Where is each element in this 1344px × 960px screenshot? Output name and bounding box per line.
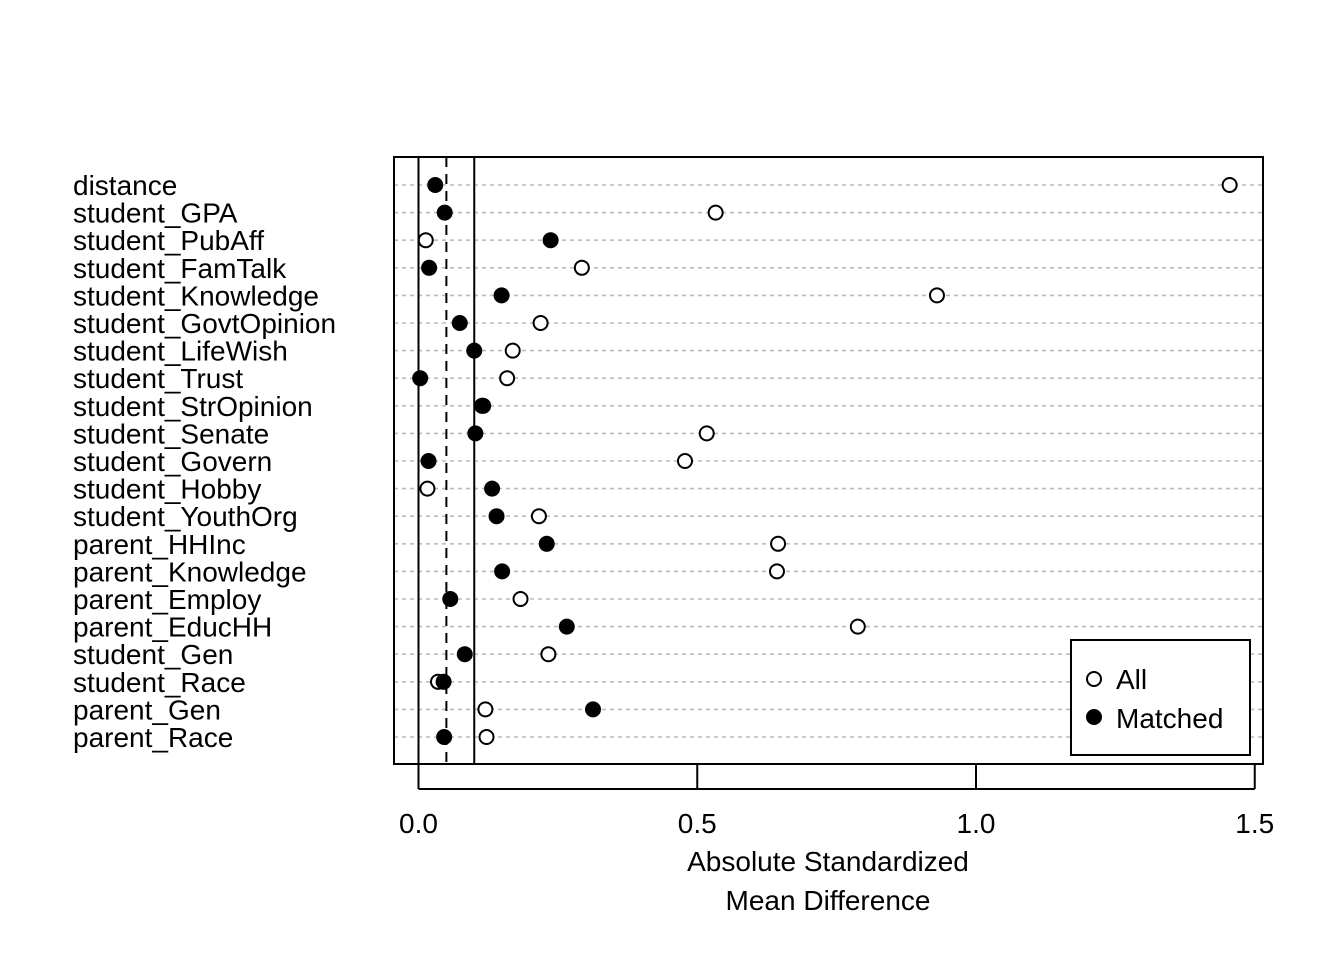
point-matched [542,232,559,249]
point-matched [412,370,429,387]
point-all [698,425,715,442]
x-tick-label: 0.0 [399,808,438,839]
legend-label-matched: Matched [1116,703,1223,734]
variable-label: parent_Employ [73,584,261,615]
point-matched [558,618,575,635]
point-matched [484,480,501,497]
variable-label: student_Race [73,667,246,698]
point-all [573,259,590,276]
point-matched [451,315,468,331]
variable-label: student_GPA [73,198,238,229]
variable-labels: distancestudent_GPAstudent_PubAffstudent… [73,170,336,753]
point-all [504,342,521,359]
point-all [1221,177,1238,193]
x-axis: 0.0 0.5 1.0 1.5 [399,764,1274,839]
x-axis-label-line2: Mean Difference [726,885,931,916]
x-tick-label: 0.5 [678,808,717,839]
variable-label: student_Gen [73,639,233,670]
variable-label: student_Trust [73,363,243,394]
variable-label: student_FamTalk [73,253,287,284]
point-all [928,287,945,304]
point-all [499,370,516,387]
legend-label-all: All [1116,664,1147,695]
point-all [770,535,787,552]
point-all [849,618,866,635]
grid-lines [394,184,1263,738]
point-all [532,315,549,331]
variable-label: student_Knowledge [73,280,319,311]
variable-label: parent_Knowledge [73,556,307,587]
point-matched [475,397,492,414]
point-matched [421,259,438,276]
point-matched [467,425,484,442]
variable-label: distance [73,170,177,201]
legend-box [1070,639,1251,756]
variable-label: parent_EducHH [73,612,272,643]
point-matched [488,508,505,525]
variable-label: student_Senate [73,418,269,449]
point-matched [538,535,555,552]
variable-label: student_PubAff [73,225,264,256]
legend: All Matched [1070,639,1251,756]
variable-label: parent_Gen [73,694,221,725]
point-matched [436,729,453,745]
point-matched [456,646,473,663]
point-matched [584,701,601,718]
point-matched [493,287,510,304]
variable-label: parent_HHInc [73,529,246,560]
plot-frame [393,156,1264,765]
variable-label: student_GovtOpinion [73,308,336,339]
point-all [530,508,547,525]
point-all [419,480,436,497]
x-axis-label-line1: Absolute Standardized [687,846,969,877]
variable-label: student_StrOpinion [73,391,313,422]
variable-label: parent_Race [73,722,233,753]
point-all [707,204,724,221]
point-all [540,646,557,663]
point-matched [427,177,444,193]
x-tick-label: 1.0 [957,808,996,839]
point-matched [420,453,437,469]
legend-marker-matched [1086,709,1102,725]
point-all [768,563,785,580]
data-points [412,177,1238,745]
point-matched [435,673,452,690]
variable-label: student_Govern [73,446,272,477]
point-matched [436,204,453,221]
point-matched [494,563,511,580]
variable-label: student_Hobby [73,474,261,505]
point-all [477,701,494,718]
point-all [478,729,495,745]
point-all [512,591,529,607]
variable-label: student_LifeWish [73,336,288,367]
x-tick-label: 1.5 [1235,808,1274,839]
legend-marker-all [1086,671,1102,687]
reference-lines [417,157,476,764]
point-matched [442,591,459,607]
variable-label: student_YouthOrg [73,501,298,532]
point-matched [466,342,483,359]
point-all [417,232,434,249]
point-all [676,453,693,469]
